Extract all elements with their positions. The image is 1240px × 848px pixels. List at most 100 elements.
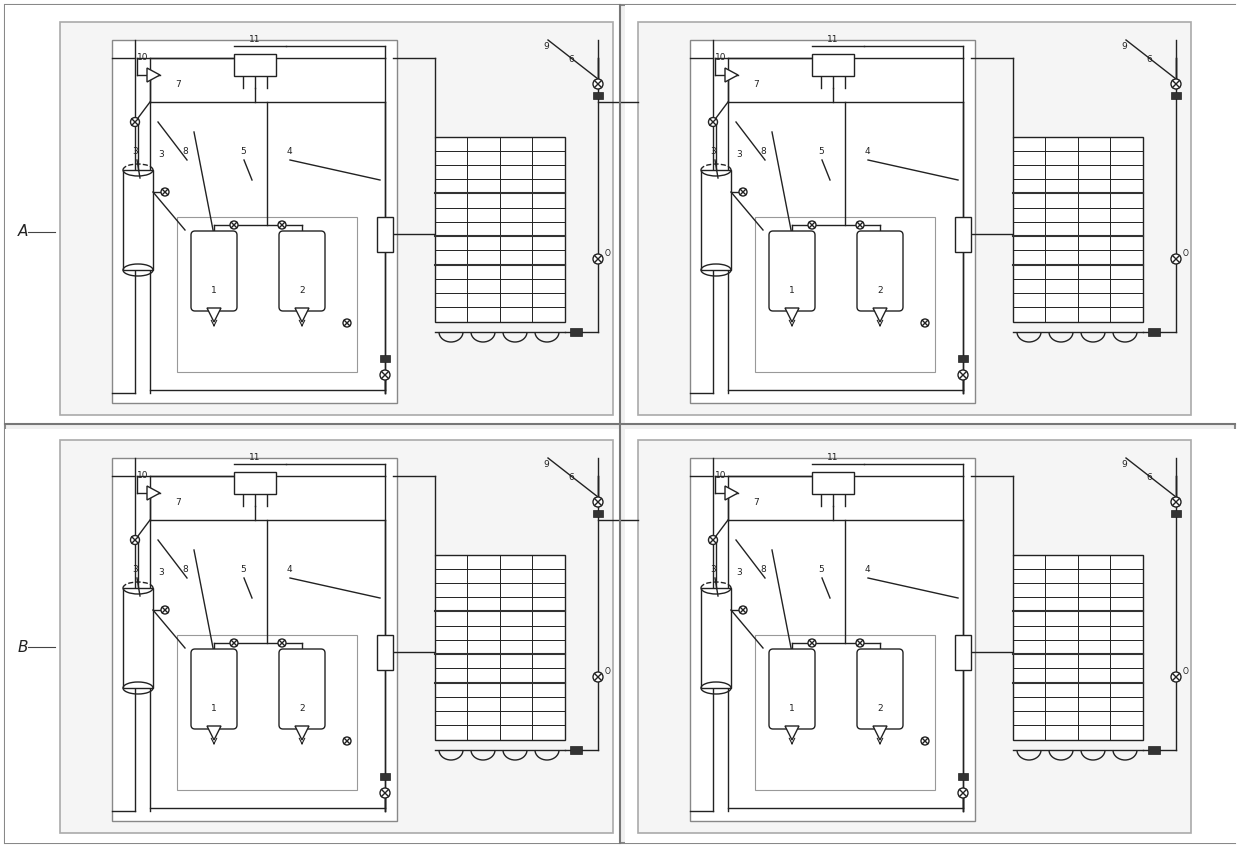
Bar — [639, 22, 1190, 415]
Bar — [123, 170, 153, 270]
Bar — [60, 22, 613, 415]
Text: 3: 3 — [157, 568, 164, 577]
Bar — [959, 355, 968, 362]
Circle shape — [1171, 79, 1180, 89]
Text: 4: 4 — [286, 565, 293, 574]
Circle shape — [343, 319, 351, 327]
Polygon shape — [207, 308, 221, 322]
Circle shape — [379, 370, 391, 380]
Bar — [234, 472, 277, 494]
Bar — [1013, 137, 1143, 322]
Polygon shape — [148, 486, 160, 500]
Text: 9: 9 — [543, 42, 549, 51]
Circle shape — [343, 737, 351, 745]
Bar — [955, 635, 971, 670]
Text: 10: 10 — [138, 53, 149, 62]
Bar — [639, 440, 1190, 833]
Polygon shape — [148, 68, 160, 82]
Text: 4: 4 — [866, 565, 870, 574]
Text: 4: 4 — [866, 147, 870, 156]
Polygon shape — [295, 726, 309, 740]
Bar — [377, 635, 393, 670]
Text: 1: 1 — [789, 704, 795, 713]
Circle shape — [379, 788, 391, 798]
Circle shape — [1171, 672, 1180, 682]
Bar — [435, 137, 565, 322]
Text: O: O — [1183, 667, 1189, 676]
Circle shape — [130, 118, 139, 126]
Circle shape — [161, 188, 169, 196]
Text: 8: 8 — [182, 147, 187, 156]
Text: 9: 9 — [1121, 460, 1127, 469]
Bar — [435, 555, 565, 740]
FancyBboxPatch shape — [769, 231, 815, 311]
Bar — [959, 773, 968, 780]
Text: B: B — [19, 639, 29, 655]
Text: A: A — [19, 225, 29, 239]
Text: 3: 3 — [711, 147, 715, 156]
Circle shape — [161, 606, 169, 614]
Circle shape — [959, 370, 968, 380]
Bar — [570, 328, 582, 336]
Circle shape — [278, 221, 286, 229]
Text: 1: 1 — [789, 286, 795, 295]
Text: 11: 11 — [827, 35, 838, 44]
Text: 3: 3 — [131, 565, 138, 574]
FancyBboxPatch shape — [769, 649, 815, 729]
Circle shape — [856, 221, 864, 229]
Polygon shape — [207, 726, 221, 740]
Circle shape — [1171, 497, 1180, 507]
Circle shape — [593, 672, 603, 682]
Text: 10: 10 — [715, 53, 727, 62]
Text: 3: 3 — [711, 565, 715, 574]
Circle shape — [593, 79, 603, 89]
Circle shape — [593, 254, 603, 264]
Text: 6: 6 — [568, 473, 574, 482]
Bar — [177, 217, 357, 372]
Bar — [112, 40, 397, 403]
Text: 6: 6 — [1146, 473, 1152, 482]
Text: 1: 1 — [211, 704, 217, 713]
Text: 2: 2 — [877, 704, 883, 713]
Text: 2: 2 — [299, 286, 305, 295]
Text: 5: 5 — [241, 565, 246, 574]
Bar — [755, 635, 935, 790]
Text: 3: 3 — [737, 568, 742, 577]
FancyBboxPatch shape — [191, 649, 237, 729]
Polygon shape — [785, 308, 799, 322]
Bar — [701, 170, 732, 270]
FancyBboxPatch shape — [857, 231, 903, 311]
Circle shape — [229, 639, 238, 647]
Text: 9: 9 — [543, 460, 549, 469]
Circle shape — [1171, 254, 1180, 264]
Bar — [377, 217, 393, 252]
Bar — [625, 429, 1240, 843]
Text: 9: 9 — [1121, 42, 1127, 51]
Polygon shape — [725, 486, 738, 500]
Text: 10: 10 — [715, 471, 727, 480]
Text: O: O — [1183, 249, 1189, 258]
Circle shape — [808, 639, 816, 647]
Circle shape — [278, 639, 286, 647]
Polygon shape — [873, 308, 887, 322]
Bar — [1148, 328, 1159, 336]
Bar — [701, 588, 732, 688]
Text: 3: 3 — [737, 150, 742, 159]
FancyBboxPatch shape — [857, 649, 903, 729]
FancyBboxPatch shape — [279, 231, 325, 311]
Bar — [5, 5, 620, 424]
Text: 3: 3 — [157, 150, 164, 159]
Bar — [379, 355, 391, 362]
Bar — [689, 40, 975, 403]
Bar — [112, 458, 397, 821]
Circle shape — [739, 606, 746, 614]
Bar — [755, 217, 935, 372]
Circle shape — [593, 497, 603, 507]
Text: 2: 2 — [299, 704, 305, 713]
Bar — [812, 472, 854, 494]
Circle shape — [921, 737, 929, 745]
Bar — [593, 92, 603, 99]
Text: 5: 5 — [818, 565, 823, 574]
Text: 5: 5 — [241, 147, 246, 156]
Polygon shape — [725, 68, 738, 82]
